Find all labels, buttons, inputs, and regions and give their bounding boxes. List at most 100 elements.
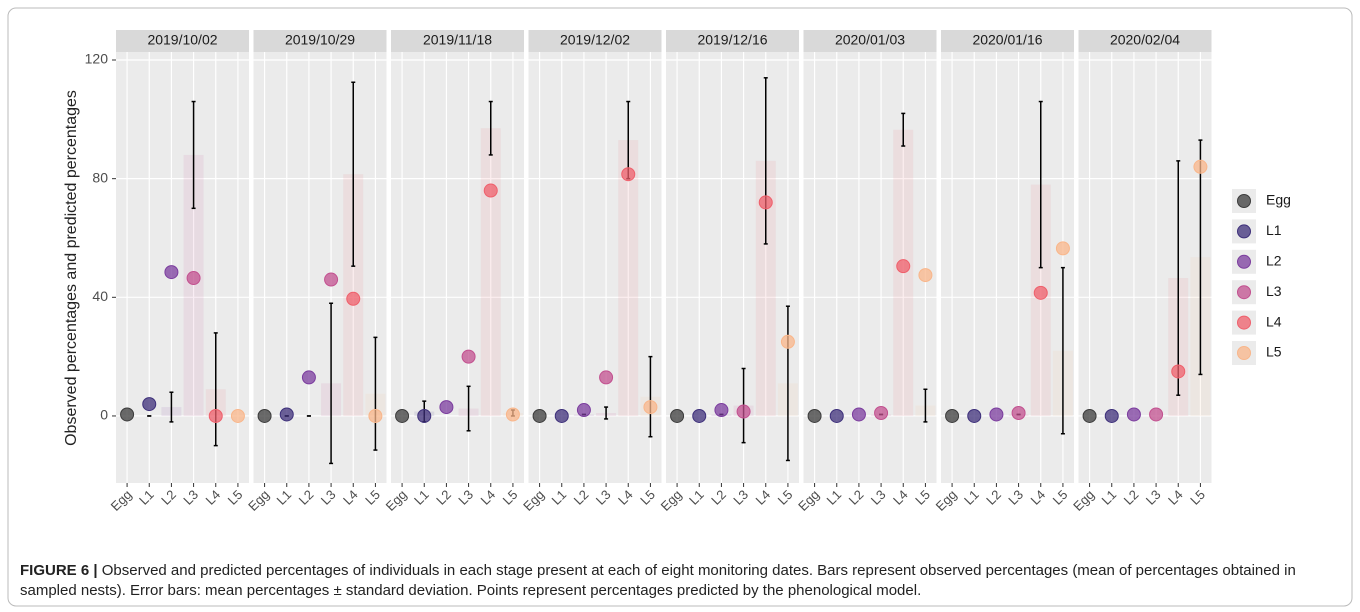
legend-symbol — [1237, 285, 1251, 300]
x-tick-label: L2 — [846, 487, 867, 508]
error-bar — [1176, 160, 1181, 396]
facet-title: 2019/10/29 — [285, 32, 355, 48]
facet-strip — [1078, 30, 1212, 52]
x-tick-label: L3 — [318, 487, 339, 508]
x-tick-label: L1 — [136, 487, 157, 508]
x-tick-label: L4 — [202, 487, 223, 508]
panel-background — [941, 52, 1074, 483]
error-bar — [1198, 139, 1203, 376]
legend-symbol — [1237, 194, 1251, 208]
x-tick-label: L1 — [411, 487, 432, 508]
point — [186, 271, 201, 286]
x-tick-label: Egg — [383, 487, 410, 514]
panel-background — [116, 52, 249, 483]
x-tick-label: L1 — [961, 487, 982, 508]
error-bar — [169, 391, 174, 423]
facet-strip — [941, 30, 1074, 52]
legend-label: L5 — [1266, 344, 1282, 360]
y-tick-label: 40 — [92, 288, 108, 304]
bar — [618, 140, 639, 416]
legend-symbol — [1237, 315, 1251, 330]
facet-title: 2019/11/18 — [423, 32, 492, 48]
point — [554, 408, 569, 423]
caption: FIGURE 6 | Observed and predicted percen… — [20, 561, 1345, 601]
point — [142, 397, 157, 412]
point — [279, 407, 294, 422]
point — [599, 370, 614, 385]
point — [532, 408, 547, 423]
x-tick-label: L5 — [775, 487, 796, 508]
point — [896, 259, 911, 274]
y-tick-label: 0 — [100, 407, 108, 423]
facet-strip — [803, 30, 937, 52]
panel-background — [666, 52, 799, 483]
error-bar — [604, 406, 609, 420]
legend-label: L1 — [1266, 222, 1282, 238]
point — [829, 408, 844, 423]
point — [714, 403, 729, 418]
point — [483, 183, 498, 198]
x-tick-label: L1 — [273, 487, 294, 508]
legend-label: L3 — [1266, 283, 1282, 299]
error-bar — [763, 77, 768, 245]
error-bar — [923, 388, 928, 423]
point — [164, 265, 179, 280]
error-bar — [213, 332, 218, 447]
facet-title: 2020/01/03 — [835, 32, 905, 48]
error-bar — [1038, 100, 1043, 269]
x-tick-label: L3 — [455, 487, 476, 508]
x-tick-label: L5 — [362, 487, 383, 508]
bar — [755, 160, 776, 416]
legend-label: L2 — [1266, 253, 1282, 269]
x-tick-label: L2 — [571, 487, 592, 508]
y-axis-title: Observed percentages and predicted perce… — [63, 90, 80, 446]
bar — [480, 128, 501, 416]
x-tick-label: L4 — [1027, 487, 1048, 508]
point — [324, 272, 339, 287]
point — [851, 407, 866, 422]
error-bar — [488, 100, 493, 156]
facet-strip — [116, 30, 249, 52]
error-bar — [329, 302, 334, 465]
point — [807, 408, 822, 423]
error-bar — [466, 385, 471, 432]
panel-background — [391, 52, 524, 483]
point — [945, 408, 960, 423]
point — [1104, 408, 1119, 423]
x-tick-label: L4 — [340, 487, 361, 508]
facet-title: 2020/01/16 — [972, 32, 1042, 48]
error-bar — [373, 336, 378, 451]
bar — [1030, 184, 1051, 416]
point — [346, 291, 361, 306]
panel-background — [253, 52, 387, 483]
x-tick-label: Egg — [108, 487, 135, 514]
point — [780, 334, 795, 349]
point — [621, 167, 636, 182]
bar — [183, 154, 204, 416]
x-tick-label: Egg — [1070, 487, 1097, 514]
point — [230, 408, 245, 423]
x-tick-label: L5 — [500, 487, 521, 508]
y-tick-label: 120 — [85, 51, 109, 67]
panel-background — [1078, 52, 1212, 483]
point — [918, 268, 933, 283]
x-tick-label: Egg — [520, 487, 547, 514]
legend-symbol — [1237, 224, 1251, 239]
point — [967, 408, 982, 423]
x-tick-label: L3 — [1005, 487, 1026, 508]
facet-title: 2019/10/02 — [147, 32, 217, 48]
x-tick-label: L5 — [1050, 487, 1071, 508]
point — [1171, 364, 1186, 379]
x-tick-label: L2 — [1121, 487, 1142, 508]
x-tick-label: L1 — [823, 487, 844, 508]
x-tick-label: L1 — [1098, 487, 1119, 508]
caption-text: Observed and predicted percentages of in… — [20, 562, 1296, 599]
facet-title: 2020/02/04 — [1110, 32, 1180, 48]
point — [576, 403, 591, 418]
error-bar — [191, 100, 196, 210]
point — [1055, 241, 1070, 256]
x-tick-label: L1 — [686, 487, 707, 508]
point — [1149, 407, 1164, 422]
